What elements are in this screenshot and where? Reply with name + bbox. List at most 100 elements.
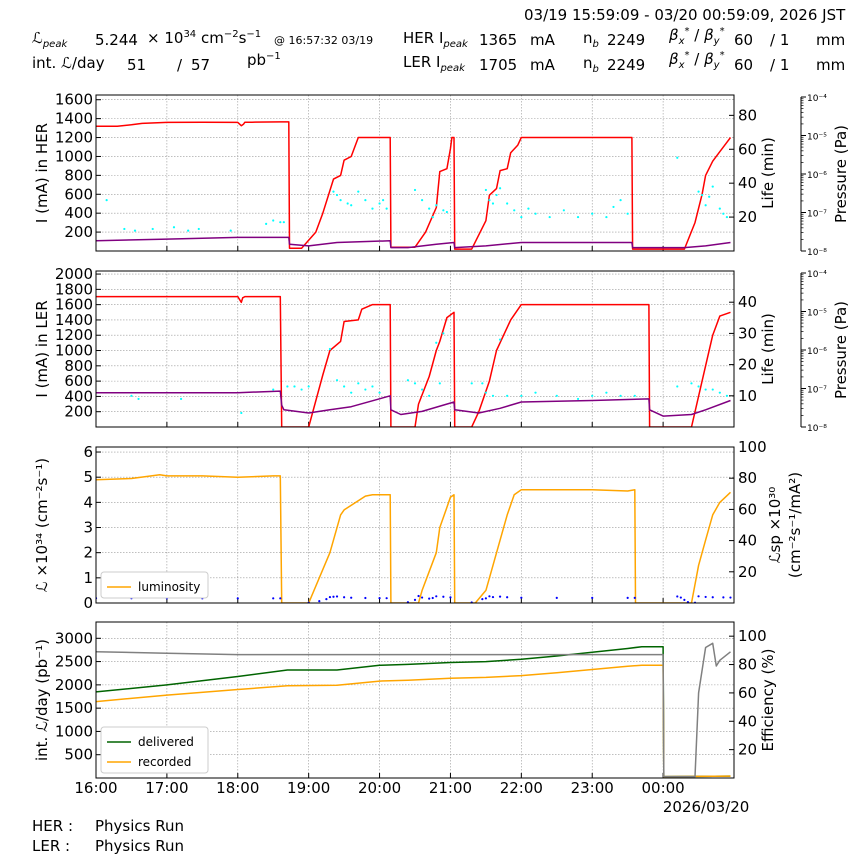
her-beta-ratio: / 1: [770, 31, 790, 49]
intl-unit: pb−1: [247, 51, 281, 69]
her-pressure-point: [498, 187, 502, 190]
her-pressure-point: [697, 190, 700, 193]
footer-ler-label: LER :: [32, 837, 71, 855]
ler-pressure-tick-label: 10⁻⁵: [807, 309, 827, 319]
lumi-specific-point: [683, 598, 686, 601]
her-ylabel: I (mA) in HER: [33, 123, 51, 223]
ler-ytick-label: 600: [64, 372, 93, 390]
lumi-specific-point: [364, 596, 367, 600]
intl-legend-label: recorded: [138, 755, 191, 769]
intl-legend-label: delivered: [138, 735, 194, 749]
lumi-ytick-label: 1: [83, 569, 93, 587]
ler-ipeak-label: LER Ipeak: [403, 53, 465, 74]
her-beta-unit: mm: [816, 31, 846, 49]
ler-pressure-point: [328, 347, 332, 351]
her-y2tick-label: 40: [738, 174, 757, 192]
ler-pressure-point: [725, 394, 729, 397]
her-pressure-point: [711, 185, 714, 188]
ler-nb-label: nb: [583, 54, 599, 75]
her-ipeak-label: HER Ipeak: [403, 29, 468, 50]
her-pressure-point: [282, 221, 285, 224]
lumi-specific-point: [272, 597, 275, 600]
lumi-specific-point: [435, 595, 438, 598]
lpeak-value: 5.244: [95, 31, 138, 49]
ler-pressure-point: [357, 382, 360, 385]
her-y3label: Pressure (Pa): [832, 125, 850, 223]
ler-beta-label: βx* / βy*: [669, 50, 725, 71]
lumi-specific-point: [491, 595, 495, 599]
xtick-label: 16:00: [74, 779, 117, 797]
footer-her-status: Physics Run: [95, 817, 185, 835]
ler-pressure-point: [240, 411, 243, 415]
her-pressure-tick-label: 10⁻⁴: [807, 94, 827, 104]
her-pressure-point: [576, 215, 580, 219]
ler-pressure-point: [293, 385, 296, 388]
lumi-frame: [95, 446, 735, 604]
ler-pressure-point: [555, 394, 558, 397]
her-pressure-point: [133, 229, 137, 232]
lumi-legend-label: luminosity: [138, 580, 200, 594]
ler-pressure-point: [481, 382, 484, 385]
ler-pressure-point: [371, 385, 374, 388]
her-pressure-point: [279, 221, 282, 224]
lumi-ytick-label: 3: [83, 519, 93, 537]
ler-ipeak-value: 1705: [479, 56, 518, 74]
her-pressure-point: [435, 204, 438, 207]
her-current-line: [96, 121, 732, 250]
her-pressure-point: [332, 190, 335, 193]
ler-life-line: [96, 390, 731, 417]
lumi-specific-point: [378, 596, 381, 600]
her-pressure-point: [491, 202, 495, 205]
ler-pressure-point: [438, 382, 441, 385]
footer-her-label: HER :: [32, 817, 74, 835]
her-y2tick-label: 20: [738, 208, 757, 226]
intl-y2tick-label: 40: [738, 712, 757, 730]
her-pressure-point: [378, 202, 381, 205]
her-beta-value: 60: [734, 31, 754, 49]
her-ytick-label: 200: [64, 223, 93, 241]
lumi-specific-point: [413, 598, 417, 601]
lumi-specific-point: [676, 595, 679, 598]
lumi-specific-point: [343, 596, 346, 599]
lumi-plot-area: [96, 473, 732, 603]
ler-pressure-point: [435, 341, 438, 344]
her-pressure-point: [371, 207, 374, 210]
her-pressure-point: [484, 188, 487, 192]
her-pressure-tick-label: 10⁻⁸: [807, 248, 827, 258]
her-pressure-point: [357, 190, 360, 193]
lumi-specific-point: [328, 595, 332, 599]
ler-frame: [95, 270, 735, 428]
ler-pressure-point: [491, 394, 495, 397]
intl-ytick-label: 3000: [55, 629, 93, 647]
her-pressure-point: [701, 193, 704, 197]
intl-ytick-label: 2000: [55, 676, 93, 694]
ler-pressure-point: [286, 385, 289, 388]
her-pressure-point: [562, 209, 565, 212]
lumi-specific-point: [417, 594, 420, 598]
her-pressure-point: [272, 219, 275, 222]
ler-ytick-label: 1800: [55, 280, 93, 298]
her-pressure-tick-label: 10⁻⁵: [807, 133, 827, 143]
her-pressure-point: [339, 199, 342, 202]
intl-recorded-line: [96, 664, 731, 778]
lumi-specific-point: [711, 596, 714, 599]
ler-pressure-point: [470, 382, 473, 385]
ler-ytick-label: 1000: [55, 342, 93, 360]
lumi-specific-point: [350, 596, 353, 599]
ler-y2label: Life (min): [759, 313, 777, 385]
ler-y2tick-label: 10: [738, 387, 757, 405]
her-pressure-tick-label: 10⁻⁶: [807, 171, 827, 181]
ler-plot-area: [96, 295, 731, 427]
her-y2tick-label: 80: [738, 106, 757, 124]
lumi-ytick-label: 0: [83, 594, 93, 612]
her-ipeak-value: 1365: [479, 31, 518, 49]
lumi-specific-point: [498, 595, 502, 598]
her-ytick-label: 400: [64, 204, 93, 222]
her-pressure-point: [488, 199, 491, 202]
lumi-y2tick-label: 80: [738, 469, 757, 487]
ler-beta-ratio: / 1: [770, 56, 790, 74]
ler-ipeak-unit: mA: [530, 56, 555, 74]
her-pressure-point: [612, 205, 615, 209]
her-pressure-point: [385, 207, 388, 210]
intl-label: int. ℒ/day: [32, 54, 105, 72]
